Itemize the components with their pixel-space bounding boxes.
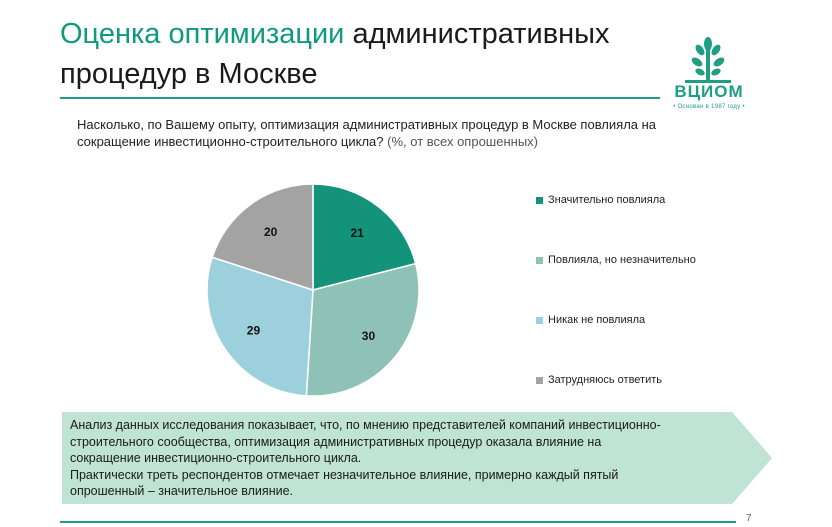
legend-item: Значительно повлияла (536, 190, 665, 210)
callout-text: Анализ данных исследования показывает, ч… (70, 417, 730, 500)
callout-line: сокращение инвестиционно-строительного ц… (70, 451, 362, 465)
callout-line: опрошенный – значительное влияние. (70, 484, 293, 498)
legend-label: Повлияла, но незначительно (548, 254, 696, 266)
legend-label: Затрудняюсь ответить (548, 374, 663, 386)
callout-line: Анализ данных исследования показывает, ч… (70, 418, 661, 432)
summary-callout: Анализ данных исследования показывает, ч… (62, 412, 772, 504)
logo-name: ВЦИОМ (674, 82, 744, 101)
pie-chart: 21 30 29 20 (206, 183, 420, 397)
title-accent: Оценка оптимизации (60, 18, 345, 50)
pie-slice (305, 262, 420, 397)
survey-question: Насколько, по Вашему опыту, оптимизация … (77, 116, 727, 150)
page-title: Оценка оптимизации административных проц… (60, 14, 650, 94)
page-number: 7 (746, 513, 752, 524)
legend-swatch (536, 316, 543, 324)
pie-data-label: 21 (350, 226, 364, 240)
legend-swatch (536, 256, 543, 264)
tree-logo-icon (685, 37, 731, 83)
legend-label: Никак не повлияла (548, 314, 646, 326)
callout-arrow-shape (62, 412, 772, 504)
title-divider (60, 97, 660, 99)
question-note: (%, от всех опрошенных) (383, 134, 539, 149)
legend-item: Затрудняюсь ответить (536, 370, 662, 390)
bottom-divider (60, 521, 736, 523)
pie-data-label: 20 (264, 225, 278, 239)
pie-data-label: 29 (247, 323, 261, 337)
pie-slice (312, 183, 417, 291)
callout-line: строительного сообщества, оптимизация ад… (70, 434, 602, 449)
legend-item: Никак не повлияла (536, 310, 645, 330)
title-rest: административных процедур в Москве (60, 18, 610, 90)
pie-data-label: 30 (362, 329, 376, 343)
callout-line: Практически треть респондентов отмечает … (70, 467, 619, 482)
pie-slice (206, 256, 314, 397)
pie-slice (211, 183, 314, 292)
legend-swatch (536, 196, 543, 204)
vciom-logo: ВЦИОМ • Основан в 1987 году • (657, 36, 761, 116)
legend-item: Повлияла, но незначительно (536, 250, 696, 270)
question-text: Насколько, по Вашему опыту, оптимизация … (77, 117, 657, 149)
logo-tagline: • Основан в 1987 году • (673, 104, 745, 110)
legend-swatch (536, 376, 543, 384)
legend-label: Значительно повлияла (548, 194, 666, 206)
